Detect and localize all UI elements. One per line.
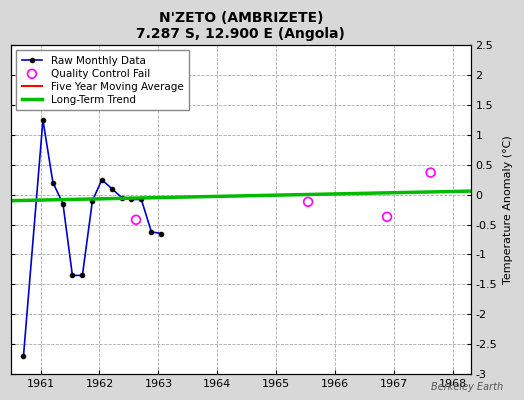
Quality Control Fail <box>427 169 435 176</box>
Y-axis label: Temperature Anomaly (°C): Temperature Anomaly (°C) <box>503 135 513 284</box>
Raw Monthly Data <box>99 177 105 182</box>
Raw Monthly Data <box>108 186 115 191</box>
Raw Monthly Data <box>69 273 75 278</box>
Quality Control Fail <box>383 214 391 220</box>
Raw Monthly Data <box>148 229 155 234</box>
Legend: Raw Monthly Data, Quality Control Fail, Five Year Moving Average, Long-Term Tren: Raw Monthly Data, Quality Control Fail, … <box>16 50 189 110</box>
Raw Monthly Data <box>89 198 95 203</box>
Quality Control Fail <box>132 217 140 223</box>
Text: Berkeley Earth: Berkeley Earth <box>431 382 503 392</box>
Raw Monthly Data <box>20 354 27 358</box>
Title: N'ZETO (AMBRIZETE)
7.287 S, 12.900 E (Angola): N'ZETO (AMBRIZETE) 7.287 S, 12.900 E (An… <box>136 11 345 41</box>
Raw Monthly Data <box>50 180 56 185</box>
Raw Monthly Data <box>119 195 125 200</box>
Raw Monthly Data <box>128 197 135 202</box>
Quality Control Fail <box>304 199 312 205</box>
Raw Monthly Data <box>60 201 66 206</box>
Raw Monthly Data <box>158 231 164 236</box>
Raw Monthly Data <box>79 273 85 278</box>
Raw Monthly Data <box>40 118 46 122</box>
Line: Raw Monthly Data: Raw Monthly Data <box>21 118 163 358</box>
Raw Monthly Data <box>138 197 145 202</box>
